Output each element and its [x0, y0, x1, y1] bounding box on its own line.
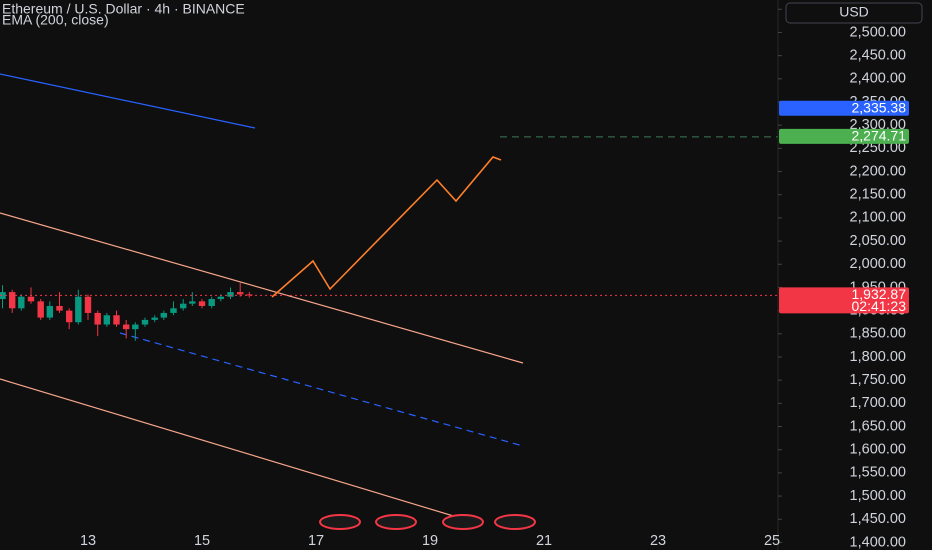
candle-body [122, 324, 130, 330]
candle-body [8, 292, 16, 309]
y-tick-label: 1,650.00 [850, 418, 906, 434]
candle-body [246, 294, 253, 296]
price-badge [779, 128, 909, 144]
y-tick-label: 1,400.00 [850, 534, 906, 550]
price-badge [779, 100, 909, 116]
y-tick-label: 1,600.00 [850, 442, 906, 458]
y-tick-label: 1,850.00 [850, 326, 906, 342]
price-axis: 1,400.00 1,450.00 1,500.00 1,550.00 1,600.00… [80, 1, 906, 550]
candle-body [94, 312, 101, 325]
y-tick-label: 1,500.00 [850, 488, 906, 504]
candle-body [170, 308, 177, 313]
candle-body [141, 319, 149, 325]
currency-button[interactable] [785, 2, 923, 24]
y-tick-label: 1,450.00 [850, 511, 906, 527]
candle-body [227, 292, 234, 297]
candle-body [27, 296, 35, 302]
candle-body [189, 301, 196, 304]
indicator-legend: EMA (200, close) [2, 12, 109, 28]
y-tick-label: 2,400.00 [850, 71, 906, 87]
event-icon[interactable] [494, 514, 536, 530]
price-badge-label: 2,274.71 [852, 128, 907, 144]
candle-body [237, 292, 244, 295]
candle-body [46, 305, 54, 318]
plot-area [0, 73, 778, 530]
candle-body [198, 301, 206, 306]
x-tick-label: 19 [422, 533, 438, 549]
channel-middle [119, 332, 524, 447]
price-badge-label: 1,932.87 [852, 286, 907, 302]
countdown-label: 02:41:23 [852, 298, 907, 314]
y-tick-label: 1,750.00 [850, 372, 906, 388]
x-tick-label: 25 [764, 533, 780, 549]
price-badge-label: 2,335.38 [852, 99, 907, 115]
price-badge [779, 287, 909, 314]
currency-label: USD [839, 4, 869, 20]
projection-path [271, 156, 502, 298]
y-tick-label: 2,500.00 [850, 24, 906, 40]
candle-body [151, 317, 158, 320]
y-tick-label: 1,700.00 [850, 395, 906, 411]
x-tick-label: 15 [194, 533, 210, 549]
x-tick-label: 13 [80, 533, 96, 549]
y-tick-label: 1,800.00 [850, 349, 906, 365]
y-tick-label: 2,200.00 [850, 163, 906, 179]
x-tick-label: 17 [308, 533, 324, 549]
candle-body [113, 315, 120, 325]
channel-upper [0, 212, 524, 364]
candle-body [217, 296, 225, 300]
candle-body [132, 324, 139, 330]
x-tick-label: 21 [536, 533, 552, 549]
candle-body [0, 292, 6, 300]
y-tick-label: 2,450.00 [850, 47, 906, 63]
channel-lower [0, 378, 471, 522]
chart-title: Ethereum / U.S. Dollar · 4h · BINANCE [2, 1, 245, 17]
candle-body [160, 312, 168, 318]
ema-line [0, 73, 256, 129]
event-icons [319, 514, 536, 530]
candle-body [103, 315, 111, 325]
event-icon[interactable] [442, 514, 484, 530]
candle-body [75, 296, 82, 323]
x-tick-label: 23 [650, 533, 666, 549]
candle-body [84, 296, 92, 313]
candle-body [179, 303, 187, 309]
event-icon[interactable] [375, 514, 417, 530]
y-tick-label: 2,050.00 [850, 233, 906, 249]
event-icon[interactable] [319, 514, 361, 530]
candle-body [65, 310, 73, 323]
y-tick-label: 2,100.00 [850, 210, 906, 226]
y-tick-label: 2,000.00 [850, 256, 906, 272]
candle-body [56, 305, 63, 311]
candle-body [37, 301, 44, 318]
y-tick-label: 2,250.00 [850, 140, 906, 156]
candle-body [18, 296, 25, 309]
y-tick-label: 2,150.00 [850, 187, 906, 203]
candle-body [208, 299, 215, 306]
y-tick-label: 1,550.00 [850, 465, 906, 481]
